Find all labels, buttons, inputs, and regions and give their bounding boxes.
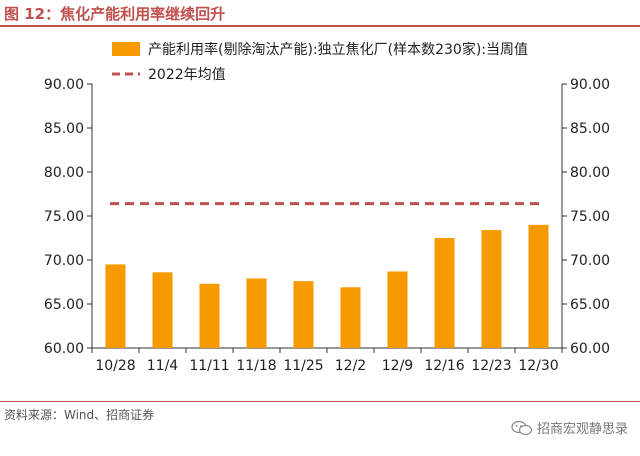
x-tick-label: 12/23: [471, 358, 511, 374]
watermark-text: 招商宏观静思录: [536, 422, 628, 437]
y-tick-label-left: 60.00: [44, 341, 84, 357]
bar: [293, 281, 314, 348]
bar: [481, 230, 502, 348]
y-tick-label-right: 80.00: [570, 165, 610, 181]
legend-label-bar: 产能利用率(剔除淘汰产能):独立焦化厂(样本数230家):当周值: [148, 41, 528, 58]
source-note: 资料来源：Wind、招商证券: [4, 408, 155, 422]
watermark: 招商宏观静思录: [511, 418, 628, 437]
y-tick-label-left: 80.00: [44, 165, 84, 181]
bar: [199, 283, 220, 348]
x-tick-label: 12/16: [424, 358, 464, 374]
x-tick-label: 11/11: [189, 358, 229, 374]
bar: [246, 278, 267, 348]
y-tick-label-right: 65.00: [570, 297, 610, 313]
source-rule: [0, 401, 640, 402]
y-tick-label-right: 75.00: [570, 209, 610, 225]
y-tick-label-right: 85.00: [570, 121, 610, 137]
x-tick-label: 10/28: [95, 358, 135, 374]
bar: [528, 224, 549, 348]
y-tick-label-left: 90.00: [44, 77, 84, 93]
title-rule: [0, 25, 640, 27]
figure-header: 图 12：焦化产能利用率继续回升: [0, 0, 640, 28]
x-tick-label: 11/25: [283, 358, 323, 374]
y-tick-label-left: 85.00: [44, 121, 84, 137]
x-tick-labels: 10/28 11/4 11/11 11/18 11/25 12/2 12/9 12/16 12/…: [95, 358, 558, 374]
x-tick-label: 11/18: [236, 358, 276, 374]
bar: [340, 287, 361, 348]
bar: [152, 272, 173, 348]
chart-bars: [105, 224, 549, 348]
x-tick-label: 11/4: [147, 358, 179, 374]
y-tick-label-right: 70.00: [570, 253, 610, 269]
bar-chart: 产能利用率(剔除淘汰产能):独立焦化厂(样本数230家):当周值2022年均值 …: [44, 41, 610, 374]
y-tick-label-left: 75.00: [44, 209, 84, 225]
bar: [434, 238, 455, 348]
x-tick-label: 12/30: [518, 358, 558, 374]
x-tick-label: 12/9: [382, 358, 413, 374]
y-tick-labels: 60.00 60.00 65.00 65.00 70.00 70.00 75.00 75.00…: [44, 77, 610, 357]
y-tick-label-right: 60.00: [570, 341, 610, 357]
y-tick-label-right: 90.00: [570, 77, 610, 93]
wechat-icon: [511, 420, 533, 435]
figure-title: 图 12：焦化产能利用率继续回升: [4, 5, 226, 23]
x-tick-label: 12/2: [335, 358, 366, 374]
legend-swatch-bar: [112, 42, 140, 56]
bar: [387, 271, 408, 348]
y-tick-label-left: 65.00: [44, 297, 84, 313]
bar: [105, 264, 126, 348]
y-tick-label-left: 70.00: [44, 253, 84, 269]
legend-label-average: 2022年均值: [148, 67, 226, 83]
chart-legend: 产能利用率(剔除淘汰产能):独立焦化厂(样本数230家):当周值 2022年均值: [112, 41, 528, 83]
